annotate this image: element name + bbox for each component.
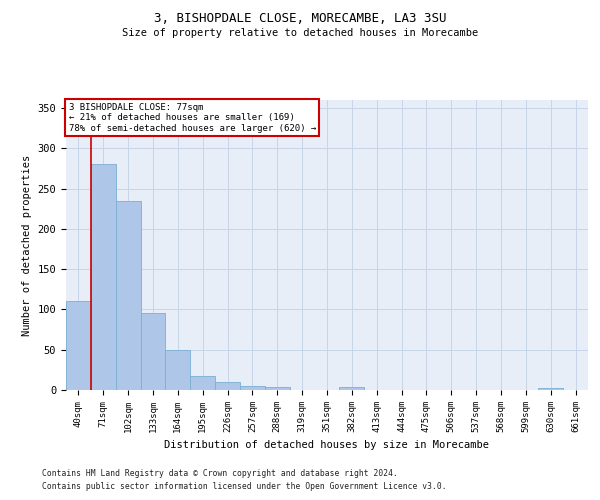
Bar [340, 387, 364, 390]
Text: 3, BISHOPDALE CLOSE, MORECAMBE, LA3 3SU: 3, BISHOPDALE CLOSE, MORECAMBE, LA3 3SU [154, 12, 446, 26]
Y-axis label: Number of detached properties: Number of detached properties [22, 154, 32, 336]
Bar [91, 164, 116, 390]
Bar [265, 387, 290, 390]
Bar [215, 382, 240, 390]
Text: Size of property relative to detached houses in Morecambe: Size of property relative to detached ho… [122, 28, 478, 38]
Bar [240, 386, 265, 390]
Bar [140, 314, 166, 390]
X-axis label: Distribution of detached houses by size in Morecambe: Distribution of detached houses by size … [164, 440, 490, 450]
Text: 3 BISHOPDALE CLOSE: 77sqm
← 21% of detached houses are smaller (169)
78% of semi: 3 BISHOPDALE CLOSE: 77sqm ← 21% of detac… [68, 103, 316, 132]
Text: Contains public sector information licensed under the Open Government Licence v3: Contains public sector information licen… [42, 482, 446, 491]
Bar [166, 350, 190, 390]
Bar [190, 376, 215, 390]
Bar [66, 302, 91, 390]
Bar [116, 200, 140, 390]
Text: Contains HM Land Registry data © Crown copyright and database right 2024.: Contains HM Land Registry data © Crown c… [42, 468, 398, 477]
Bar [538, 388, 563, 390]
